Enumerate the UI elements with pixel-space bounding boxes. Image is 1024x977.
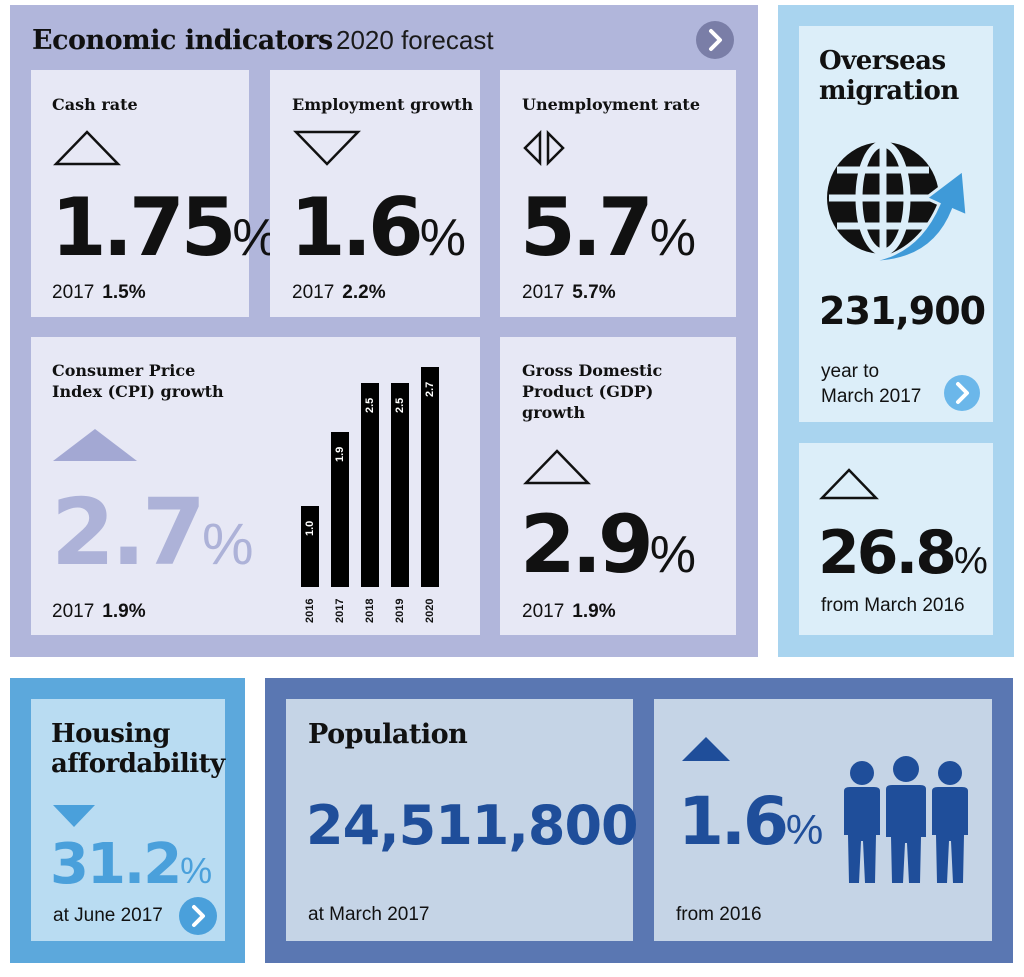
chevron-right-icon xyxy=(956,382,969,404)
unemployment-rate-label: Unemployment rate xyxy=(522,95,700,114)
unemployment-rate-value: 5.7% xyxy=(520,181,696,274)
cpi-bar-value-label: 1.0 xyxy=(304,520,316,536)
employment-growth-value: 1.6% xyxy=(290,181,466,274)
triangle-up-outline-icon xyxy=(819,468,879,500)
population-title: Population xyxy=(308,719,468,750)
migration-change-caption: from March 2016 xyxy=(821,595,965,616)
population-card: Population 24,511,800 at March 2017 xyxy=(286,699,639,941)
cpi-value: 2.7% xyxy=(51,479,254,586)
chevron-right-icon xyxy=(709,29,722,51)
cpi-bar-2016 xyxy=(301,506,319,587)
chevron-right-icon xyxy=(192,905,205,927)
cash-rate-value: 1.75% xyxy=(51,181,279,274)
steady-arrows-icon xyxy=(523,130,565,166)
housing-caption: at June 2017 xyxy=(53,905,163,926)
triangle-up-outline-icon xyxy=(523,449,591,485)
migration-change-value: 26.8% xyxy=(818,518,988,588)
cpi-year-tick-label: 2018 xyxy=(364,598,376,623)
population-change-value: 1.6% xyxy=(678,783,824,860)
overseas-migration-panel: Overseas migration 231,900 year to March 2… xyxy=(778,5,1014,657)
population-change-caption: from 2016 xyxy=(676,904,762,925)
triangle-up-filled-icon xyxy=(53,429,137,461)
cpi-bar-value-label: 2.5 xyxy=(364,397,376,413)
cpi-bar-value-label: 2.7 xyxy=(424,381,436,397)
population-caption: at March 2017 xyxy=(308,904,430,925)
gdp-card: Gross Domestic Product (GDP) growth 2.9% 2… xyxy=(500,337,736,635)
migration-caption: year to March 2017 xyxy=(821,361,922,407)
housing-title: Housing affordability xyxy=(51,719,225,779)
migration-title: Overseas migration xyxy=(819,46,959,106)
population-change-card: 1.6% from 2016 xyxy=(654,699,992,941)
gdp-label: Gross Domestic Product (GDP) growth xyxy=(522,361,663,422)
migration-value: 231,900 xyxy=(819,289,986,333)
cpi-bar-value-label: 1.9 xyxy=(334,446,346,462)
economic-subtitle: 2020 forecast xyxy=(336,25,494,55)
population-panel: Population 24,511,800 at March 2017 1.6%… xyxy=(265,678,1013,963)
gdp-value: 2.9% xyxy=(520,498,696,591)
cash-rate-label: Cash rate xyxy=(52,95,138,114)
cash-rate-2017: 2017 1.5% xyxy=(52,282,146,303)
globe-arrow-icon xyxy=(827,140,969,264)
population-value: 24,511,800 xyxy=(306,794,639,857)
cpi-bar-chart: 1.0 2016 1.9 2017 2.5 2018 2.5 2019 2.7 2020 xyxy=(291,357,451,627)
migration-next-button[interactable] xyxy=(944,375,980,411)
triangle-down-filled-icon xyxy=(53,805,95,827)
cpi-bar-2018 xyxy=(361,383,379,587)
cpi-2017: 2017 1.9% xyxy=(52,601,146,622)
cpi-bar-2019 xyxy=(391,383,409,587)
unemployment-rate-2017: 2017 5.7% xyxy=(522,282,616,303)
cpi-year-tick-label: 2017 xyxy=(334,598,346,623)
cpi-bar-value-label: 2.5 xyxy=(394,397,406,413)
economic-indicators-panel: Economic indicators 2020 forecast Cash r… xyxy=(10,5,758,657)
triangle-up-filled-icon xyxy=(682,737,730,761)
employment-growth-card: Employment growth 1.6% 2017 2.2% xyxy=(270,70,480,317)
housing-card: Housing affordability 31.2% at June 2017 xyxy=(31,699,225,941)
people-icon xyxy=(844,756,968,883)
unemployment-rate-card: Unemployment rate 5.7% 2017 5.7% xyxy=(500,70,736,317)
cpi-year-tick-label: 2020 xyxy=(424,598,436,623)
cpi-bar-2020 xyxy=(421,367,439,587)
cpi-bar-2017 xyxy=(331,432,349,587)
triangle-up-outline-icon xyxy=(53,130,121,166)
migration-card: Overseas migration 231,900 year to March 2… xyxy=(799,26,993,422)
economic-next-button[interactable] xyxy=(696,21,734,59)
employment-growth-2017: 2017 2.2% xyxy=(292,282,386,303)
housing-affordability-panel: Housing affordability 31.2% at June 2017 xyxy=(10,678,245,963)
cpi-card: Consumer Price Index (CPI) growth 2.7% 20… xyxy=(31,337,480,635)
triangle-down-outline-icon xyxy=(293,130,361,166)
housing-next-button[interactable] xyxy=(179,897,217,935)
cpi-year-tick-label: 2016 xyxy=(304,598,316,623)
economic-title: Economic indicators xyxy=(32,25,333,56)
cpi-year-tick-label: 2019 xyxy=(394,598,406,623)
employment-growth-label: Employment growth xyxy=(292,95,474,114)
cash-rate-card: Cash rate 1.75% 2017 1.5% xyxy=(31,70,279,317)
migration-change-card: 26.8% from March 2016 xyxy=(799,443,993,635)
housing-value: 31.2% xyxy=(50,832,213,897)
cpi-label: Consumer Price Index (CPI) growth xyxy=(52,361,224,401)
gdp-2017: 2017 1.9% xyxy=(522,601,616,622)
